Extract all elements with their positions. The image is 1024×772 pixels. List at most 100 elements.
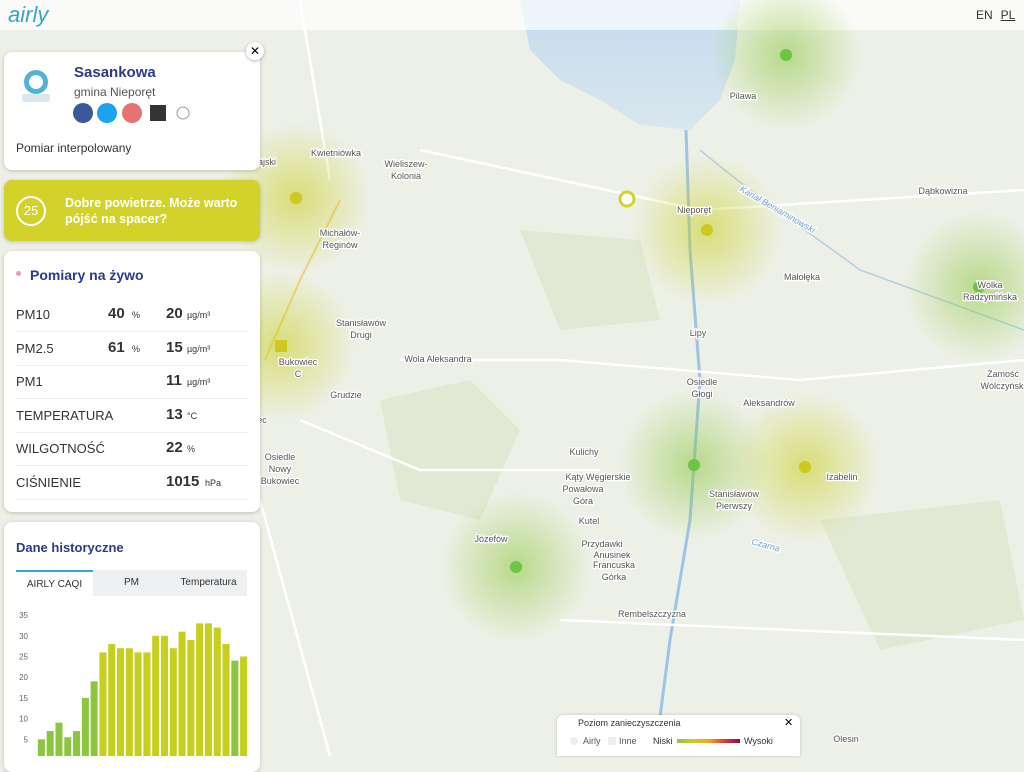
measurement-row: CIŚNIENIE 1015 hPa	[16, 466, 248, 500]
measurement-row: PM10 40% 20 µg/m³	[16, 298, 248, 332]
live-title: Pomiary na żywo	[30, 267, 144, 283]
measurement-percent: 40	[108, 305, 125, 322]
bar	[125, 648, 133, 756]
bar	[152, 635, 160, 756]
bar	[222, 644, 230, 756]
legend-item: Inne	[619, 736, 637, 746]
measurement-unit: µg/m³	[187, 343, 211, 354]
bar	[240, 656, 248, 756]
place-label: Zamość	[987, 369, 1020, 379]
measurement-unit: hPa	[205, 477, 222, 488]
sensor[interactable]	[780, 49, 792, 61]
measurement-label: CIŚNIENIE	[16, 474, 82, 490]
place-label: Grudzie	[330, 390, 362, 400]
place-label: Bukowiec	[261, 476, 300, 486]
place-label: Osiedle	[687, 377, 718, 387]
place-label: Józefów	[474, 534, 508, 544]
sensor[interactable]	[799, 461, 811, 473]
history-chart: 5 10 15 20 25 30 35	[19, 611, 248, 756]
measurement-label: PM1	[16, 374, 43, 389]
place-label: Pierwszy	[716, 501, 753, 511]
bar	[169, 648, 177, 756]
location-name: Sasankowa	[74, 64, 156, 81]
sensor	[275, 340, 287, 352]
bar	[143, 652, 151, 756]
lake	[520, 0, 740, 130]
history-tab[interactable]: PM	[93, 570, 170, 596]
place-label: Kwietniówka	[311, 148, 361, 158]
close-button[interactable]: ✕	[246, 42, 264, 60]
legend-high: Wysoki	[744, 736, 773, 746]
share-icons[interactable]	[72, 102, 196, 124]
bar	[55, 722, 63, 756]
history-tab[interactable]: AIRLY CAQI	[16, 570, 93, 598]
history-tab[interactable]: Temperatura	[170, 570, 247, 596]
place-label: Kąty Węgierskie	[565, 472, 630, 482]
place-label: Bukowiec	[279, 357, 318, 367]
place-label: Drugi	[350, 330, 372, 340]
measurement-type: Pomiar interpolowany	[16, 141, 132, 155]
forest	[380, 230, 1024, 650]
legend-square	[608, 737, 616, 745]
place-label: Małołęka	[784, 272, 820, 282]
bullet	[16, 271, 21, 276]
place-label: Pilawa	[730, 91, 757, 101]
place-label: Anusinek	[593, 550, 631, 560]
place-label: Górka	[602, 572, 627, 582]
place-label: Michałów-	[320, 228, 361, 238]
place-label: Kutel	[579, 516, 600, 526]
sensor[interactable]	[688, 459, 700, 471]
place-label: Nieporęt	[677, 205, 712, 215]
caqi-message: Dobre powietrze. Może warto pójść na spa…	[65, 196, 238, 226]
bar	[73, 731, 81, 756]
measurement-row: WILGOTNOŚĆ 22%	[16, 432, 248, 466]
bar	[178, 631, 186, 756]
place-label: Nowy	[269, 464, 292, 474]
legend-dot	[570, 737, 578, 745]
measurement-unit: °C	[187, 410, 198, 421]
place-label: Przydawki	[581, 539, 622, 549]
pollution-glow	[711, 0, 861, 130]
sensor[interactable]	[510, 561, 522, 573]
measurement-row: TEMPERATURA 13 °C	[16, 399, 248, 433]
bar	[213, 627, 221, 756]
language[interactable]: PL	[1000, 8, 1016, 22]
bar	[196, 623, 204, 756]
logo[interactable]: airly	[8, 2, 49, 27]
place-label: Stanisławów	[709, 489, 760, 499]
bar	[81, 697, 89, 756]
map[interactable]: ajski Kwietniówka Wieliszew- Kolonia Michałó…	[0, 0, 1024, 756]
sensor[interactable]	[701, 224, 713, 236]
sensor[interactable]	[973, 281, 985, 293]
place-label: Stanisławów	[336, 318, 387, 328]
measurement-label: TEMPERATURA	[16, 407, 114, 423]
measurement-value: 22	[166, 439, 183, 456]
language[interactable]: EN	[976, 8, 993, 22]
y-tick-label: 25	[19, 653, 28, 662]
legend: Poziom zanieczyszczenia ✕ Airly Inne Nis…	[557, 715, 800, 756]
sensor[interactable]	[290, 192, 302, 204]
measurement-value: 13	[166, 405, 183, 423]
bar	[90, 681, 98, 756]
place-label: Wola Aleksandra	[404, 354, 471, 364]
measurement-unit: µg/m³	[187, 310, 211, 320]
location-icon	[22, 70, 50, 102]
pollution-glow	[904, 212, 1024, 362]
place-label: Rembelszczyzna	[618, 609, 686, 619]
place-label: Osiedle	[265, 452, 296, 462]
measurement-row: PM1 11 µg/m³	[16, 365, 248, 399]
location-card: Sasankowa gmina Nieporęt Pomiar interpol…	[4, 52, 260, 170]
place-label: Góra	[573, 496, 593, 506]
y-tick-label: 20	[19, 673, 28, 682]
legend-close[interactable]: ✕	[784, 717, 794, 729]
legend-item: Airly	[583, 736, 601, 746]
place-label: Radzymińska	[963, 292, 1017, 302]
legend-low: Niski	[653, 736, 673, 746]
measurement-row: PM2.5 61% 15 µg/m³	[16, 332, 248, 366]
place-label: Kulichy	[569, 447, 599, 457]
y-tick-label: 35	[19, 611, 28, 620]
place-label: Wieliszew-	[384, 159, 427, 169]
place-label: Lipy	[690, 328, 707, 338]
percent-unit: %	[132, 343, 141, 354]
